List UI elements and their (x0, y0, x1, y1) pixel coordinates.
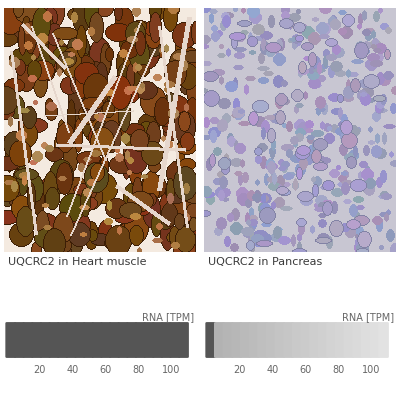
FancyBboxPatch shape (144, 322, 154, 358)
FancyBboxPatch shape (370, 322, 380, 358)
FancyBboxPatch shape (170, 322, 180, 358)
Text: 40: 40 (266, 365, 279, 375)
FancyBboxPatch shape (214, 322, 225, 358)
FancyBboxPatch shape (309, 322, 320, 358)
FancyBboxPatch shape (326, 322, 337, 358)
FancyBboxPatch shape (344, 322, 354, 358)
FancyBboxPatch shape (5, 322, 16, 358)
FancyBboxPatch shape (152, 322, 163, 358)
Text: 80: 80 (332, 365, 344, 375)
FancyBboxPatch shape (240, 322, 251, 358)
FancyBboxPatch shape (335, 322, 346, 358)
FancyBboxPatch shape (274, 322, 285, 358)
FancyBboxPatch shape (361, 322, 372, 358)
Text: 20: 20 (34, 365, 46, 375)
FancyBboxPatch shape (57, 322, 68, 358)
FancyBboxPatch shape (40, 322, 51, 358)
FancyBboxPatch shape (378, 322, 389, 358)
FancyBboxPatch shape (109, 322, 120, 358)
FancyBboxPatch shape (248, 322, 259, 358)
Text: 100: 100 (362, 365, 380, 375)
Text: 80: 80 (132, 365, 144, 375)
FancyBboxPatch shape (300, 322, 311, 358)
FancyBboxPatch shape (292, 322, 302, 358)
FancyBboxPatch shape (31, 322, 42, 358)
Text: UQCRC2 in Heart muscle: UQCRC2 in Heart muscle (8, 258, 146, 267)
FancyBboxPatch shape (318, 322, 328, 358)
FancyBboxPatch shape (266, 322, 276, 358)
FancyBboxPatch shape (161, 322, 172, 358)
Text: 100: 100 (162, 365, 180, 375)
FancyBboxPatch shape (257, 322, 268, 358)
FancyBboxPatch shape (83, 322, 94, 358)
FancyBboxPatch shape (100, 322, 111, 358)
FancyBboxPatch shape (14, 322, 25, 358)
Text: 60: 60 (99, 365, 112, 375)
FancyBboxPatch shape (92, 322, 102, 358)
FancyBboxPatch shape (135, 322, 146, 358)
Text: 40: 40 (66, 365, 79, 375)
FancyBboxPatch shape (231, 322, 242, 358)
Text: 60: 60 (299, 365, 312, 375)
FancyBboxPatch shape (118, 322, 128, 358)
FancyBboxPatch shape (66, 322, 76, 358)
Text: 20: 20 (234, 365, 246, 375)
FancyBboxPatch shape (205, 322, 216, 358)
FancyBboxPatch shape (223, 322, 233, 358)
FancyBboxPatch shape (178, 322, 189, 358)
FancyBboxPatch shape (126, 322, 137, 358)
Text: RNA [TPM]: RNA [TPM] (342, 312, 394, 322)
FancyBboxPatch shape (23, 322, 33, 358)
FancyBboxPatch shape (74, 322, 85, 358)
Text: RNA [TPM]: RNA [TPM] (142, 312, 194, 322)
Text: UQCRC2 in Pancreas: UQCRC2 in Pancreas (208, 258, 322, 267)
FancyBboxPatch shape (48, 322, 59, 358)
FancyBboxPatch shape (352, 322, 363, 358)
FancyBboxPatch shape (283, 322, 294, 358)
